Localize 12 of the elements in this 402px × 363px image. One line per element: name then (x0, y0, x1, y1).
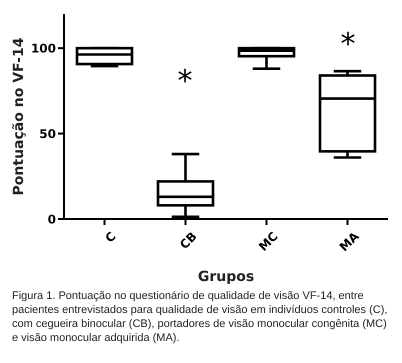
annotation: * (176, 64, 194, 99)
y-axis-title: Pontuação no VF-14 (10, 37, 27, 196)
x-tick-label: C (102, 229, 119, 246)
y-tick-label: 50 (39, 126, 56, 141)
y-tick-label: 0 (48, 212, 56, 226)
x-tick-label: MC (256, 229, 281, 254)
text: Figura 1. Pontuação no questionário de qualidade de visão VF-14, entre pacientes entrevistados para qualidade de visão em indivíduos controles (C), com cegueira binocular (CB), portadores de visão monocular congênita (MC) e visão monocular adquirida (MA). (11, 289, 388, 345)
x-axis-title: Grupos (198, 269, 254, 285)
y-tick-label: 100 (30, 41, 56, 56)
x-tick-label: CB (177, 229, 200, 252)
annotation: * (340, 27, 356, 62)
x-tick-label: MA (336, 228, 362, 254)
